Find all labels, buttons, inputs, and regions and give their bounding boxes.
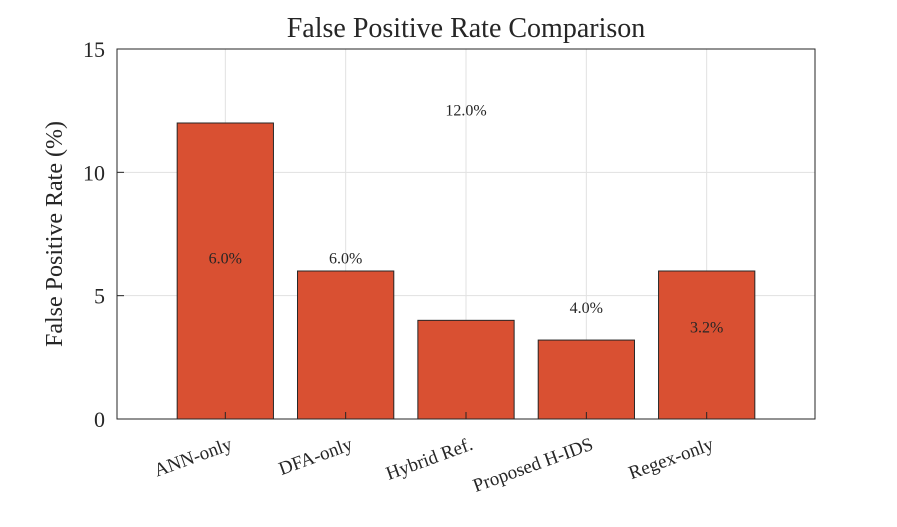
data-label: 4.0% — [570, 300, 603, 317]
y-tick-label: 10 — [83, 160, 105, 185]
bar — [537, 339, 635, 420]
bar — [297, 270, 395, 420]
y-axis-label: False Positive Rate (%) — [42, 121, 68, 347]
data-label: 12.0% — [445, 103, 486, 120]
data-labels: 12.0% 6.0% 6.0% 4.0% 3.2% — [209, 103, 724, 337]
x-tick-label: Proposed H-IDS — [470, 434, 596, 497]
x-tick-label: Hybrid Ref. — [383, 434, 475, 485]
y-tick-label: 0 — [94, 407, 105, 432]
chart-title: False Positive Rate Comparison — [287, 13, 646, 44]
y-tick-label: 15 — [83, 37, 105, 62]
data-label: 6.0% — [209, 251, 242, 268]
bar — [417, 319, 515, 420]
x-tick-label: DFA-only — [276, 434, 356, 480]
data-label: 3.2% — [690, 320, 723, 337]
x-tick-label: ANN-only — [151, 434, 235, 482]
x-tick-label: Regex-only — [626, 434, 717, 484]
bar — [658, 270, 756, 420]
bar — [176, 122, 274, 420]
bars — [176, 122, 756, 420]
data-label: 6.0% — [329, 251, 362, 268]
y-tick-label: 5 — [94, 284, 105, 309]
